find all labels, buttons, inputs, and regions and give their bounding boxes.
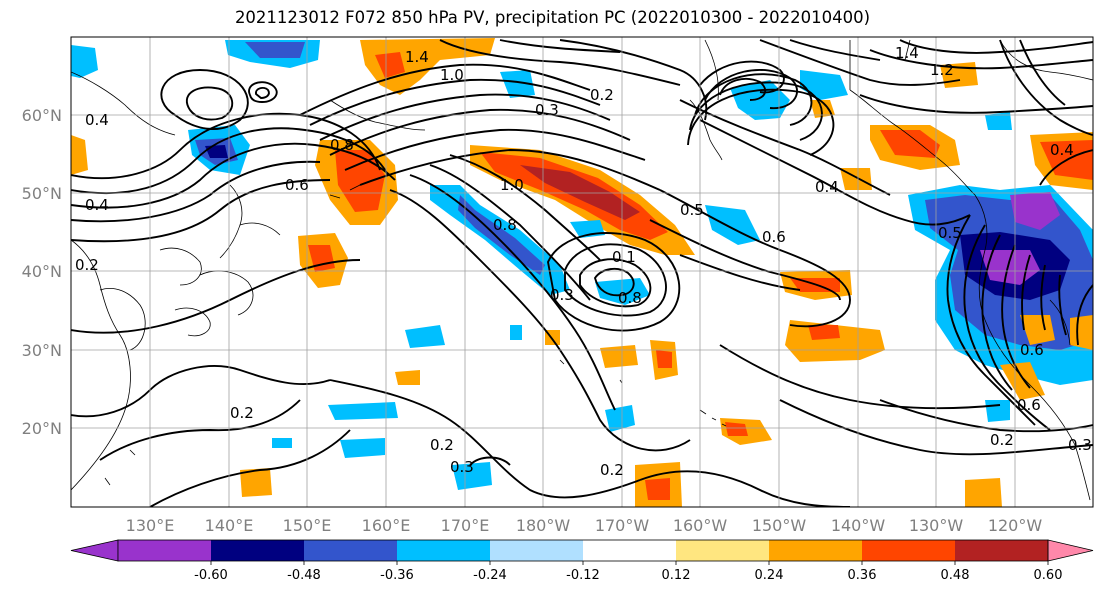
lat-tick-label: 60°N <box>22 106 62 125</box>
contour-label: 1.4 <box>895 44 919 62</box>
map-frame <box>70 36 1094 508</box>
contour-label: 1.0 <box>500 176 524 194</box>
contour-label: 0.2 <box>75 256 99 274</box>
lon-tick-label: 150°E <box>283 516 332 535</box>
lon-tick-label: 170°E <box>441 516 490 535</box>
contour-label: 0.3 <box>535 101 559 119</box>
longitude-labels: 130°E 140°E 150°E 160°E 170°E 180°W 170°… <box>126 516 1043 535</box>
colorbar-segment <box>118 540 212 561</box>
lon-tick-label: 120°W <box>988 516 1043 535</box>
contour-label: 0.4 <box>815 178 839 196</box>
lat-tick-label: 40°N <box>22 262 62 281</box>
precipitation-shading <box>71 38 1093 507</box>
contour-label: 0.2 <box>230 404 254 422</box>
colorbar-label: 0.60 <box>1034 568 1063 583</box>
contour-label: 0.6 <box>1020 341 1044 359</box>
contour-label: 0.4 <box>1050 141 1074 159</box>
lon-tick-label: 130°E <box>126 516 175 535</box>
lat-tick-label: 50°N <box>22 184 62 203</box>
colorbar-extend-max <box>1047 539 1094 562</box>
contour-label: 0.6 <box>762 228 786 246</box>
colorbar-segment <box>397 540 491 561</box>
pv-contours <box>71 39 1093 507</box>
contour-label: 0.2 <box>590 86 614 104</box>
lon-tick-label: 160°W <box>673 516 728 535</box>
latitude-labels: 60°N 50°N 40°N 30°N 20°N <box>22 106 62 438</box>
contour-label: 1.4 <box>405 48 429 66</box>
contour-label: 0.2 <box>990 431 1014 449</box>
lon-tick-label: 140°W <box>831 516 886 535</box>
colorbar-label: 0.36 <box>848 568 877 583</box>
colorbar-label: 0.48 <box>941 568 970 583</box>
colorbar-segment <box>490 540 584 561</box>
lon-tick-label: 130°W <box>909 516 964 535</box>
colorbar-label: 0.12 <box>662 568 691 583</box>
contour-label: 0.6 <box>285 176 309 194</box>
contour-label: 0.4 <box>85 196 109 214</box>
colorbar-segment <box>304 540 398 561</box>
lon-tick-label: 150°W <box>752 516 807 535</box>
contour-label: 0.8 <box>618 289 642 307</box>
contour-label: 0.5 <box>938 224 962 242</box>
contour-label: 1.2 <box>930 61 954 79</box>
contour-label: 0.3 <box>550 286 574 304</box>
colorbar-segment <box>862 540 956 561</box>
colorbar-segment <box>211 540 305 561</box>
lon-tick-label: 140°E <box>205 516 254 535</box>
colorbar: -0.60 -0.48 -0.36 -0.24 -0.12 0.12 0.24 0.36 0.4… <box>70 539 1094 583</box>
colorbar-label: -0.48 <box>287 568 321 583</box>
colorbar-extend-min <box>70 539 119 562</box>
colorbar-segment <box>769 540 863 561</box>
colorbar-segment <box>676 540 770 561</box>
lon-tick-label: 160°E <box>362 516 411 535</box>
coastlines <box>71 39 1093 501</box>
colorbar-label: -0.36 <box>380 568 414 583</box>
contour-label: 0.5 <box>680 201 704 219</box>
map-title: 2021123012 F072 850 hPa PV, precipitatio… <box>234 8 871 27</box>
contour-label: 0.8 <box>493 216 517 234</box>
contour-label: 0.3 <box>1068 436 1092 454</box>
contour-label: 0.2 <box>430 436 454 454</box>
contour-label: 0.3 <box>450 458 474 476</box>
lat-tick-label: 30°N <box>22 341 62 360</box>
colorbar-segment <box>955 540 1049 561</box>
colorbar-label: 0.24 <box>755 568 784 583</box>
contour-label: 0.4 <box>85 111 109 129</box>
contour-label: 1.0 <box>440 66 464 84</box>
colorbar-segment <box>583 540 677 561</box>
lon-tick-label: 170°W <box>595 516 650 535</box>
contour-label: 0.8 <box>330 136 354 154</box>
colorbar-label: -0.24 <box>473 568 507 583</box>
graticule <box>71 37 1093 507</box>
contour-label: 0.6 <box>1017 396 1041 414</box>
contour-labels: 1.4 1.0 0.3 0.2 0.4 0.6 0.8 1.0 0.8 0.1 … <box>75 44 1092 479</box>
contour-label: 0.1 <box>612 248 636 266</box>
lat-tick-label: 20°N <box>22 419 62 438</box>
lon-tick-label: 180°W <box>516 516 571 535</box>
contour-label: 0.2 <box>600 461 624 479</box>
colorbar-label: -0.12 <box>566 568 600 583</box>
colorbar-label: -0.60 <box>194 568 228 583</box>
